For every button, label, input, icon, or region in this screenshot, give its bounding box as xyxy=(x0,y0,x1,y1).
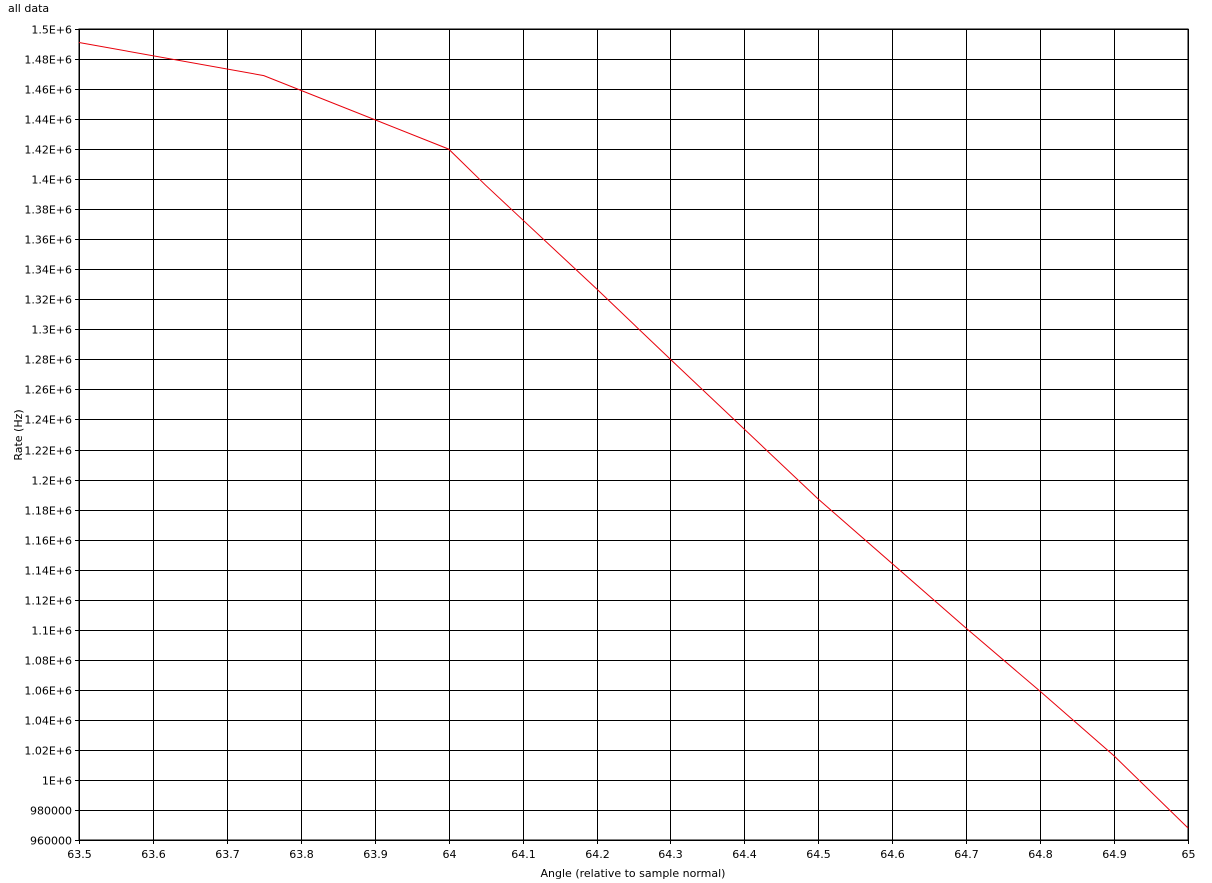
y-tick-label: 1.16E+6 xyxy=(24,535,72,548)
x-tick-label: 64.6 xyxy=(880,848,905,861)
x-tick-label: 64.4 xyxy=(732,848,757,861)
y-tick-label: 1.14E+6 xyxy=(24,565,72,578)
x-tick-label: 64.9 xyxy=(1102,848,1127,861)
plot-frame xyxy=(78,28,1189,841)
x-tick-label: 64.3 xyxy=(658,848,683,861)
y-tick-label: 1.2E+6 xyxy=(31,475,72,488)
y-tick-label: 980000 xyxy=(30,805,72,818)
series-layer xyxy=(78,42,1189,829)
y-axis-ticks: 960000 980000 1E+6 1.02E+6 1.04E+6 1.06E+6 1.0… xyxy=(24,24,79,848)
y-tick-label: 1.32E+6 xyxy=(24,294,72,307)
x-tick-label: 64.7 xyxy=(954,848,979,861)
y-tick-label: 1.24E+6 xyxy=(24,414,72,427)
y-tick-label: 1E+6 xyxy=(42,775,72,788)
y-tick-label: 1.42E+6 xyxy=(24,144,72,157)
x-axis-ticks: 63.5 63.6 63.7 63.8 63.9 64 64.1 64.2 64.3 64.4 64… xyxy=(67,840,1196,861)
y-axis-label: Rate (Hz) xyxy=(12,409,25,460)
x-tick-label: 63.7 xyxy=(215,848,240,861)
x-tick-label: 64.2 xyxy=(585,848,610,861)
series-line xyxy=(78,42,1189,829)
y-tick-label: 1.38E+6 xyxy=(24,204,72,217)
y-tick-label: 1.04E+6 xyxy=(24,715,72,728)
y-tick-label: 1.06E+6 xyxy=(24,685,72,698)
x-tick-label: 63.5 xyxy=(67,848,92,861)
x-tick-label: 64.5 xyxy=(806,848,831,861)
y-tick-label: 1.18E+6 xyxy=(24,505,72,518)
x-tick-label: 65 xyxy=(1182,848,1196,861)
y-tick-label: 1.26E+6 xyxy=(24,384,72,397)
y-tick-label: 1.44E+6 xyxy=(24,114,72,127)
x-tick-label: 64 xyxy=(443,848,457,861)
y-tick-label: 1.28E+6 xyxy=(24,354,72,367)
y-tick-label: 1.5E+6 xyxy=(31,24,72,37)
x-tick-label: 63.9 xyxy=(363,848,388,861)
y-tick-label: 960000 xyxy=(30,835,72,848)
x-tick-label: 63.8 xyxy=(289,848,314,861)
y-tick-label: 1.08E+6 xyxy=(24,655,72,668)
y-tick-label: 1.48E+6 xyxy=(24,54,72,67)
chart-title: all data xyxy=(8,2,50,15)
y-tick-label: 1.34E+6 xyxy=(24,264,72,277)
grid xyxy=(79,29,1189,841)
y-tick-label: 1.1E+6 xyxy=(31,625,72,638)
x-tick-label: 63.6 xyxy=(141,848,166,861)
y-tick-label: 1.12E+6 xyxy=(24,595,72,608)
y-tick-label: 1.02E+6 xyxy=(24,745,72,758)
x-tick-label: 64.8 xyxy=(1028,848,1053,861)
x-tick-label: 64.1 xyxy=(511,848,536,861)
y-tick-label: 1.36E+6 xyxy=(24,234,72,247)
y-tick-label: 1.4E+6 xyxy=(31,174,72,187)
y-tick-label: 1.3E+6 xyxy=(31,324,72,337)
y-tick-label: 1.46E+6 xyxy=(24,84,72,97)
y-tick-label: 1.22E+6 xyxy=(24,445,72,458)
x-axis-label: Angle (relative to sample normal) xyxy=(541,867,726,880)
